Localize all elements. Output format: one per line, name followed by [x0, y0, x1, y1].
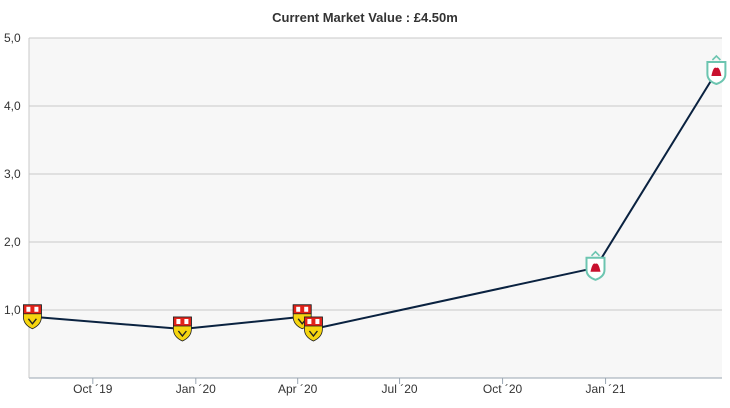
plot-area — [29, 38, 722, 378]
data-point-liverpool-badge[interactable] — [585, 250, 606, 281]
y-tick-label: 2,0 — [4, 235, 21, 249]
y-tick-label: 3,0 — [4, 167, 21, 181]
y-tick-label: 5,0 — [4, 31, 21, 45]
data-point-stuttgart-badge[interactable] — [23, 304, 42, 330]
x-tick-label: Jan ´20 — [176, 382, 216, 396]
y-axis-ticks: 1,0 2,0 3,0 4,0 5,0 — [4, 31, 21, 317]
x-tick-label: Jan ´21 — [586, 382, 626, 396]
y-tick-label: 1,0 — [4, 303, 21, 317]
data-point-stuttgart-badge[interactable] — [303, 316, 323, 342]
x-tick-label: Jul ´20 — [382, 382, 418, 396]
data-point-liverpool-badge[interactable] — [706, 54, 727, 86]
data-point-stuttgart-badge[interactable] — [172, 316, 192, 342]
grid-lines — [28, 37, 722, 379]
x-tick-label: Oct ´19 — [73, 382, 113, 396]
club-badge-markers — [23, 54, 727, 342]
x-axis-ticks: Oct ´19 Jan ´20 Apr ´20 Jul ´20 Oct ´20 Jan ´… — [73, 378, 626, 396]
x-tick-label: Oct ´20 — [483, 382, 523, 396]
y-tick-label: 4,0 — [4, 99, 21, 113]
x-tick-label: Apr ´20 — [278, 382, 318, 396]
chart-title: Current Market Value : £4.50m — [272, 10, 458, 25]
